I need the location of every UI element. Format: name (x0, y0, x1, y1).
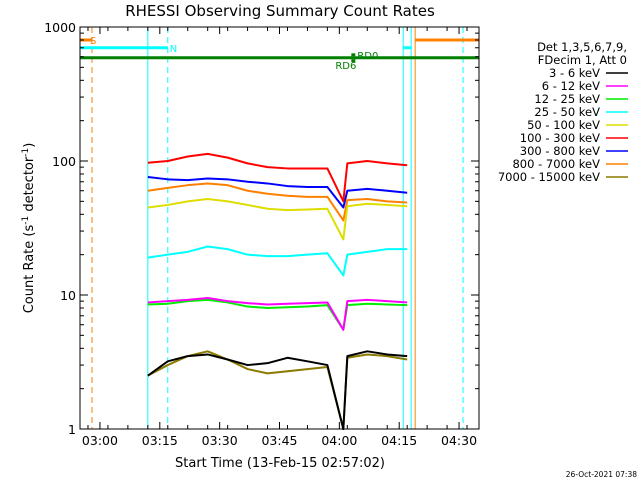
x-tick-label: 03:15 (142, 433, 178, 448)
y-axis-label: Count Rate (s-1 detector-1) (21, 143, 37, 314)
y-ticks: 1 10 100 1000 (44, 20, 479, 437)
series-line (147, 350, 408, 430)
series-line (147, 152, 408, 203)
y-axis-label-part: Count Rate (s (22, 225, 37, 314)
x-ticks: 03:00 03:15 03:30 03:45 04:00 04:15 04:30 (82, 27, 477, 448)
status-marker: N (170, 44, 177, 55)
series-line (147, 350, 408, 430)
y-tick-label: 1 (68, 422, 76, 437)
chart-title: RHESSI Observing Summary Count Rates (125, 2, 435, 20)
series-line (147, 175, 408, 209)
y-axis-label-part: detector (22, 156, 37, 216)
legend-entry: 100 - 300 keV (520, 131, 600, 145)
status-marker: RD6 (335, 61, 356, 72)
legend-header: FDecim 1, Att 0 (538, 53, 627, 67)
y-axis-label-sup: -1 (21, 216, 31, 225)
x-tick-label: 03:00 (82, 433, 118, 448)
plot-frame (79, 26, 480, 430)
legend-entry: 7000 - 15000 keV (498, 170, 600, 184)
axes (79, 26, 480, 430)
legend: Det 1,3,5,6,7,9,FDecim 1, Att 03 - 6 keV… (498, 40, 628, 184)
y-tick-label: 100 (52, 154, 76, 169)
y-axis-label-sup: -1 (21, 148, 31, 157)
series-line (147, 245, 408, 277)
x-tick-label: 03:30 (202, 433, 238, 448)
x-axis-label: Start Time (13-Feb-15 02:57:02) (175, 456, 385, 471)
x-tick-label: 04:30 (441, 433, 477, 448)
x-tick-label: 04:15 (381, 433, 417, 448)
x-tick-label: 03:45 (261, 433, 297, 448)
legend-entry: 6 - 12 keV (542, 79, 600, 93)
legend-entry: 800 - 7000 keV (512, 157, 600, 171)
series-line (147, 198, 408, 241)
legend-entry: 3 - 6 keV (549, 66, 600, 80)
series-line (147, 298, 408, 331)
legend-entry: 300 - 800 keV (520, 144, 600, 158)
legend-header: Det 1,3,5,6,7,9, (537, 40, 627, 54)
legend-entry: 25 - 50 keV (534, 105, 600, 119)
x-tick-label: 04:00 (321, 433, 357, 448)
status-marker: RD0 (357, 51, 378, 62)
legend-entry: 50 - 100 keV (527, 118, 600, 132)
y-tick-label: 1000 (44, 20, 76, 35)
y-tick-label: 10 (60, 288, 76, 303)
legend-entry: 12 - 25 keV (534, 92, 600, 106)
timestamp: 26-Oct-2021 07:38 (566, 470, 637, 479)
series-line (147, 296, 408, 331)
series-line (147, 182, 408, 222)
y-axis-label-part: ) (22, 143, 37, 148)
status-marker: S (90, 36, 96, 47)
